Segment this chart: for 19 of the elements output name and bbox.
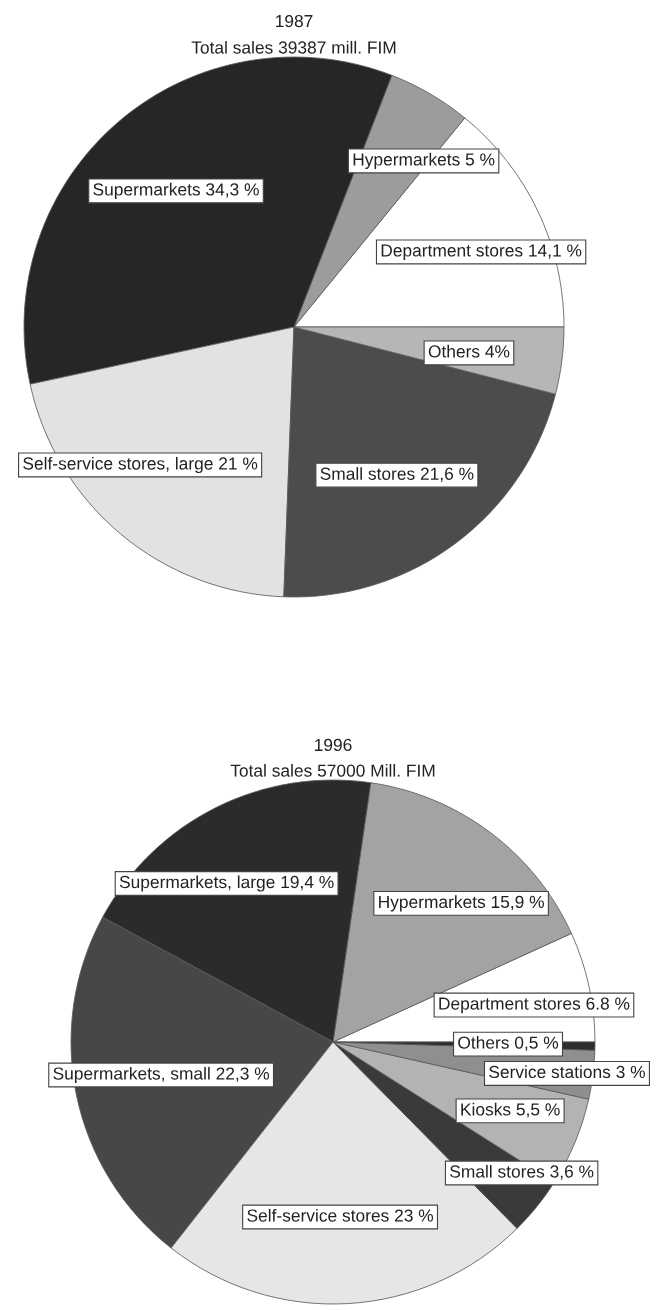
slice-label: Service stations 3 %: [489, 1065, 645, 1079]
slice-label: Self-service stores, large 21 %: [23, 456, 258, 474]
slice-label: Self-service stores 23 %: [247, 1208, 434, 1222]
slice-label: Kiosks 5,5 %: [461, 1102, 560, 1118]
chart-subtitle: Total sales 39387 mill. FIM: [191, 40, 396, 54]
slice-label: Hypermarkets 5 %: [353, 152, 495, 170]
slice-label: Small stores 21,6 %: [320, 467, 474, 482]
slice-label: Hypermarkets 15,9 %: [379, 895, 544, 912]
slice-label: Others 4%: [428, 344, 510, 358]
chart-subtitle: Total sales 57000 Mill. FIM: [230, 764, 435, 777]
slice-label: Department stores 14,1 %: [381, 244, 582, 261]
slice-label: Supermarkets, small 22,3 %: [53, 1066, 270, 1084]
slice-label: Department stores 6.8 %: [439, 997, 630, 1014]
chart-title: 1996: [315, 738, 352, 752]
chart-title: 1987: [276, 14, 313, 28]
slice-label: Others 0,5 %: [458, 1036, 559, 1051]
slice-label: Supermarkets 34,3 %: [93, 182, 259, 200]
slice-label: Supermarkets, large 19,4 %: [119, 875, 334, 892]
slice-label: Small stores 3,6 %: [450, 1164, 594, 1180]
